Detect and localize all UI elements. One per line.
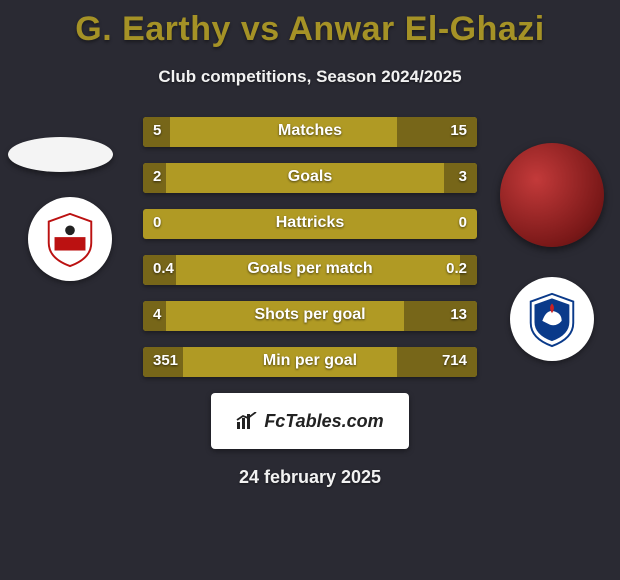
stat-label: Matches <box>143 122 477 140</box>
stat-label: Shots per goal <box>143 306 477 324</box>
player-right-avatar <box>500 143 604 247</box>
player-left-avatar <box>8 137 113 172</box>
stats-bars: Matches5 15 Goals2 3 Hattricks0 0 Goals per ma… <box>143 117 477 377</box>
stat-value-left: 2 <box>153 168 161 185</box>
season-subtitle: Club competitions, Season 2024/2025 <box>0 67 620 87</box>
stat-value-left: 5 <box>153 122 161 139</box>
brand-box: FcTables.com <box>211 393 409 449</box>
comparison-title: G. Earthy vs Anwar El-Ghazi <box>0 0 620 49</box>
bristol-city-crest-icon <box>41 210 99 268</box>
stat-value-left: 0 <box>153 214 161 231</box>
stat-value-left: 351 <box>153 352 178 369</box>
stat-row: Matches5 15 <box>143 117 477 147</box>
stat-row: Hattricks0 0 <box>143 209 477 239</box>
crest-right <box>510 277 594 361</box>
stat-value-left: 4 <box>153 306 161 323</box>
comparison-date: 24 february 2025 <box>0 467 620 488</box>
stat-label: Hattricks <box>143 214 477 232</box>
crest-left <box>28 197 112 281</box>
stat-row: Goals2 3 <box>143 163 477 193</box>
stat-value-right: 3 <box>459 168 467 185</box>
comparison-content: Matches5 15 Goals2 3 Hattricks0 0 Goals per ma… <box>0 117 620 377</box>
stat-value-right: 714 <box>442 352 467 369</box>
stat-value-right: 0.2 <box>446 260 467 277</box>
stat-value-right: 13 <box>450 306 467 323</box>
stat-label: Goals per match <box>143 260 477 278</box>
stat-row: Min per goal351 714 <box>143 347 477 377</box>
chart-icon <box>236 412 258 430</box>
cardiff-city-crest-icon <box>523 290 581 348</box>
brand-label: FcTables.com <box>264 411 383 432</box>
stat-value-right: 0 <box>459 214 467 231</box>
stat-label: Goals <box>143 168 477 186</box>
stat-value-left: 0.4 <box>153 260 174 277</box>
stat-row: Goals per match0.4 0.2 <box>143 255 477 285</box>
stat-row: Shots per goal4 13 <box>143 301 477 331</box>
stat-value-right: 15 <box>450 122 467 139</box>
stat-label: Min per goal <box>143 352 477 370</box>
